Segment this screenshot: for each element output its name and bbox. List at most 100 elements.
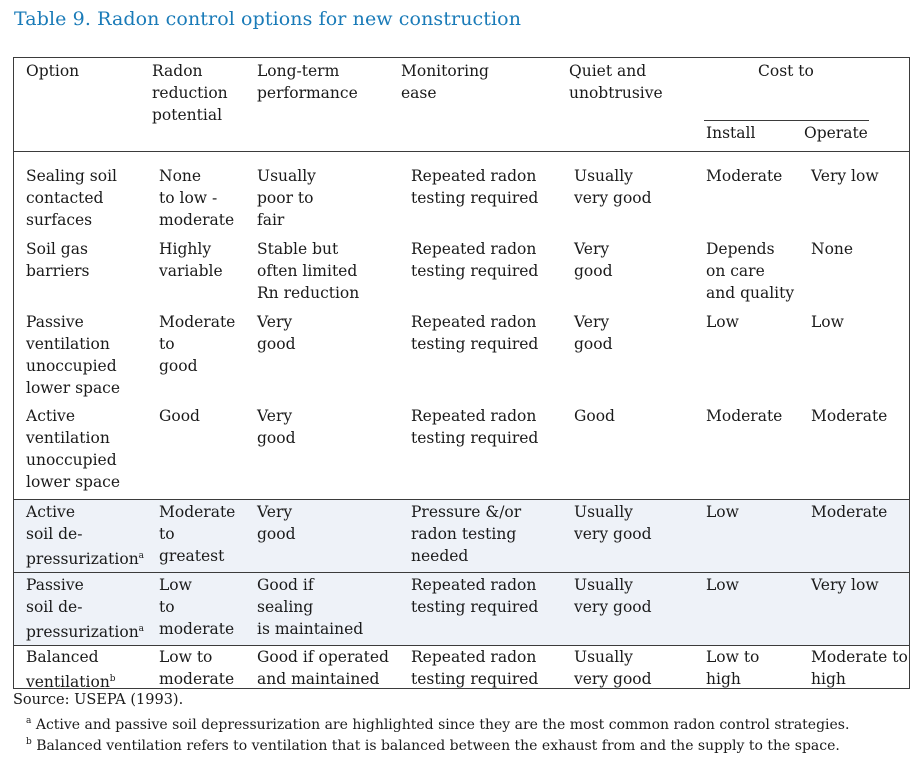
cell-line: Repeated radon [411, 576, 537, 594]
cell-line: Moderate to [811, 648, 908, 666]
cell-monitoring: Repeated radon testing required [411, 311, 538, 355]
table-row: Soil gas barriers Highly variable Stable… [14, 238, 909, 304]
cell-line: Usually [574, 503, 633, 521]
cell-line: moderate [159, 620, 235, 638]
cell-line: unoccupied [26, 357, 117, 375]
cell-line: Good [574, 407, 615, 425]
cell-line: variable [159, 262, 223, 280]
cell-option: Soil gas barriers [26, 238, 89, 282]
cell-option: Passive soil de- pressurizationa [26, 574, 144, 643]
cell-install: Moderate [706, 405, 782, 427]
cell-line: to low - [159, 189, 218, 207]
header-longterm-line: performance [257, 84, 358, 102]
cell-radon: Low to moderate [159, 646, 234, 690]
cell-operate: Very low [811, 165, 879, 187]
cell-line: good [257, 335, 296, 353]
header-radon-line: potential [152, 106, 223, 124]
header-longterm-line: Long-term [257, 62, 340, 80]
cell-line: Repeated radon [411, 240, 537, 258]
table-row-highlighted: Active soil de- pressurizationa Moderate… [14, 499, 909, 572]
cell-quiet: Usually very good [574, 165, 652, 209]
cell-radon: Good [159, 405, 200, 427]
cell-line: needed [411, 547, 469, 565]
cell-line: Moderate [811, 407, 888, 425]
cell-line: radon testing [411, 525, 517, 543]
cell-line: testing required [411, 335, 539, 353]
cell-line: Highly [159, 240, 212, 258]
table-row: Balanced ventilationb Low to moderate Go… [14, 645, 909, 691]
cell-line: Moderate [159, 313, 236, 331]
cell-operate: Moderate [811, 405, 887, 427]
cell-quiet: Usually very good [574, 574, 652, 618]
header-longterm: Long-term performance [257, 60, 358, 104]
cell-line: high [706, 670, 741, 688]
cell-line: testing required [411, 429, 539, 447]
cell-line: greatest [159, 547, 225, 565]
cell-line: Moderate [811, 503, 888, 521]
cell-line: Balanced [26, 648, 99, 666]
cell-line: poor to [257, 189, 314, 207]
cell-line: barriers [26, 262, 90, 280]
header-radon-line: Radon [152, 62, 203, 80]
header-monitoring: Monitoring ease [401, 60, 489, 104]
cell-radon: None to low - moderate [159, 165, 234, 231]
cell-longterm: Very good [257, 501, 296, 545]
cell-line: Passive [26, 576, 84, 594]
cell-line: soil de- [26, 525, 83, 543]
footnote-text: Balanced ventilation refers to ventilati… [36, 738, 840, 754]
cell-line: Depends [706, 240, 775, 258]
cell-text: pressurization [26, 623, 139, 641]
cell-operate: Low [811, 311, 844, 333]
cell-install: Low [706, 501, 739, 523]
cell-line: is maintained [257, 620, 364, 638]
cell-line: testing required [411, 262, 539, 280]
cell-line: Low to [159, 648, 213, 666]
cell-longterm: Good if sealing is maintained [257, 574, 363, 640]
cell-line: lower space [26, 379, 121, 397]
cell-install: Low [706, 574, 739, 596]
cell-line: Repeated radon [411, 648, 537, 666]
cell-text: pressurization [26, 550, 139, 568]
cell-line: Rn reduction [257, 284, 360, 302]
cell-quiet: Good [574, 405, 615, 427]
cell-line: sealing [257, 598, 314, 616]
footnote-mark: a [138, 624, 145, 634]
cell-line: Good [159, 407, 200, 425]
cell-line: None [811, 240, 854, 258]
footnote-mark: b [26, 737, 32, 747]
cell-line: often limited [257, 262, 358, 280]
cell-line: Moderate [706, 407, 783, 425]
cell-line: Sealing soil [26, 167, 117, 185]
header-quiet-line: unobtrusive [569, 84, 663, 102]
cell-option: Sealing soil contacted surfaces [26, 165, 117, 231]
cell-longterm: Very good [257, 311, 296, 355]
cell-line: and quality [706, 284, 795, 302]
cell-install: Depends on care and quality [706, 238, 794, 304]
cell-line: to [159, 335, 175, 353]
cell-line: high [811, 670, 846, 688]
cell-line: None [159, 167, 202, 185]
cell-line: Low [706, 503, 739, 521]
cell-line: pressurizationa [26, 545, 144, 570]
cell-line: Very [574, 313, 610, 331]
cell-line: fair [257, 211, 285, 229]
cell-line: Passive [26, 313, 84, 331]
cell-line: very good [574, 670, 652, 688]
source-note: Source: USEPA (1993). [13, 692, 184, 708]
cell-line: very good [574, 525, 652, 543]
cell-line: soil de- [26, 598, 83, 616]
table-row-highlighted: Passive soil de- pressurizationa Low to … [14, 572, 909, 645]
cell-line: Very [257, 313, 293, 331]
cell-quiet: Very good [574, 238, 613, 282]
cell-install: Moderate [706, 165, 782, 187]
header-quiet-line: Quiet and [569, 62, 647, 80]
cell-line: Low [811, 313, 844, 331]
cell-operate: Moderate to high [811, 646, 908, 690]
cell-line: Low [159, 576, 192, 594]
cell-line: testing required [411, 598, 539, 616]
cell-option: Passive ventilation unoccupied lower spa… [26, 311, 120, 399]
cell-line: surfaces [26, 211, 93, 229]
cell-radon: Moderate to good [159, 311, 235, 377]
cell-line: moderate [159, 670, 235, 688]
cell-monitoring: Repeated radon testing required [411, 165, 538, 209]
